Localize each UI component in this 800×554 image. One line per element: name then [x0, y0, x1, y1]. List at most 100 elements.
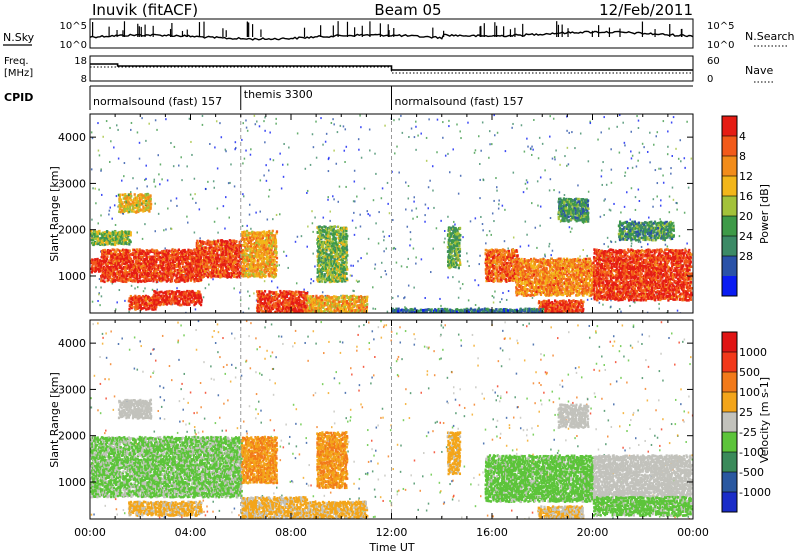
date-title: 12/Feb/2011: [599, 1, 693, 19]
x-tick-label: 08:00: [275, 526, 307, 539]
colorbar-swatch: [722, 136, 737, 157]
echo-region: [617, 220, 675, 242]
y-tick-label: 3000: [58, 383, 86, 396]
cpid-label: CPID: [4, 91, 33, 104]
nsky-tick-bottom: 10^0: [60, 40, 87, 51]
echo-region: [592, 495, 693, 517]
nsky-frame: [89, 18, 694, 49]
x-axis-label: Time UT: [368, 541, 414, 554]
colorbar-tick: 500: [739, 366, 760, 379]
colorbar-tick: 16: [739, 190, 753, 203]
colorbar-tick: 4: [739, 130, 746, 143]
freq-unit-label: [MHz]: [4, 68, 33, 79]
echo-region: [90, 229, 132, 247]
colorbar-tick: -100: [739, 446, 764, 459]
colorbar-swatch: [722, 452, 737, 473]
y-tick-label: 1000: [58, 270, 86, 283]
echo-region: [117, 398, 153, 420]
colorbar-swatch: [722, 256, 737, 277]
colorbar-swatch: [722, 332, 737, 353]
y-tick-label: 3000: [58, 177, 86, 190]
cpid-segment-label: normalsound (fast) 157: [395, 95, 524, 108]
echo-region: [152, 289, 203, 307]
echo-region: [255, 289, 309, 313]
x-tick-label: 00:00: [74, 526, 106, 539]
velocity-colorbar-label: Velocity [m s-1]: [758, 377, 771, 463]
cpid-segment-label: themis 3300: [244, 88, 313, 101]
echo-region: [90, 257, 103, 274]
echo-region: [240, 229, 279, 279]
nsky-label: N.Sky: [3, 31, 35, 44]
colorbar-swatch: [722, 472, 737, 493]
echo-region: [514, 257, 595, 298]
echo-region: [484, 248, 520, 283]
colorbar-swatch: [722, 236, 737, 257]
velocity-ylabel: Slant Range [km]: [48, 372, 61, 468]
echo-region: [100, 248, 203, 284]
colorbar-tick: 20: [739, 210, 753, 223]
echo-region: [90, 435, 243, 499]
echo-region: [127, 294, 158, 311]
colorbar-tick: 8: [739, 150, 746, 163]
x-tick-label: 12:00: [376, 526, 408, 539]
colorbar-swatch: [722, 392, 737, 413]
colorbar-swatch: [722, 156, 737, 177]
station-title: Inuvik (fitACF): [92, 1, 198, 19]
colorbar-swatch: [722, 372, 737, 393]
echo-region: [557, 403, 590, 429]
colorbar-swatch: [722, 432, 737, 453]
freq-frame: [89, 55, 694, 82]
nave-tick-bottom: 0: [707, 74, 713, 85]
y-tick-label: 4000: [58, 131, 86, 144]
freq-tick-top: 18: [74, 56, 87, 67]
colorbar-swatch: [722, 276, 737, 297]
colorbar-tick: 12: [739, 170, 753, 183]
colorbar-swatch: [722, 216, 737, 237]
nsky-tick-top: 10^5: [60, 21, 87, 32]
echo-region: [484, 454, 595, 504]
echo-region: [391, 307, 545, 313]
nave-label: Nave: [745, 64, 773, 77]
cpid-segment-label: normalsound (fast) 157: [93, 95, 222, 108]
echo-region: [316, 225, 349, 284]
x-tick-label: 16:00: [476, 526, 508, 539]
echo-region: [240, 495, 309, 519]
nsearch-label: N.Search: [745, 30, 795, 43]
freq-label: Freq.: [4, 56, 29, 67]
colorbar-swatch: [722, 196, 737, 217]
colorbar-tick: 1000: [739, 346, 767, 359]
echo-region: [127, 500, 203, 517]
power-panel: 1000 2000 3000 4000: [58, 113, 694, 314]
echo-region: [306, 294, 369, 313]
x-tick-label: 04:00: [175, 526, 207, 539]
echo-region: [306, 500, 369, 519]
power-ylabel: Slant Range [km]: [48, 166, 61, 262]
colorbar-tick: 100: [739, 386, 760, 399]
echo-region: [240, 435, 279, 485]
x-tick-label: 00:00: [677, 526, 709, 539]
colorbar-swatch: [722, 492, 737, 513]
beam-title: Beam 05: [374, 1, 441, 19]
velocity-colorbar: 1000 500 100 25 -25 -100 -500 -1000: [721, 331, 771, 513]
echo-region: [557, 197, 590, 223]
nsearch-tick-top: 10^5: [707, 21, 734, 32]
echo-region: [592, 454, 693, 499]
nsky-trace: [89, 21, 694, 41]
echo-region: [117, 192, 153, 214]
echo-region: [316, 431, 349, 490]
colorbar-tick: 24: [739, 230, 753, 243]
colorbar-swatch: [722, 352, 737, 373]
echo-region: [446, 225, 462, 270]
colorbar-swatch: [722, 116, 737, 137]
x-tick-label: 20:00: [577, 526, 609, 539]
nave-tick-top: 60: [707, 56, 720, 67]
colorbar-tick: 25: [739, 406, 753, 419]
colorbar-tick: -500: [739, 466, 764, 479]
colorbar-swatch: [722, 412, 737, 433]
nsearch-tick-bottom: 10^0: [707, 40, 734, 51]
colorbar-swatch: [722, 176, 737, 197]
y-tick-label: 2000: [58, 430, 86, 443]
colorbar-tick: -25: [739, 426, 757, 439]
freq-trace: [90, 63, 693, 74]
